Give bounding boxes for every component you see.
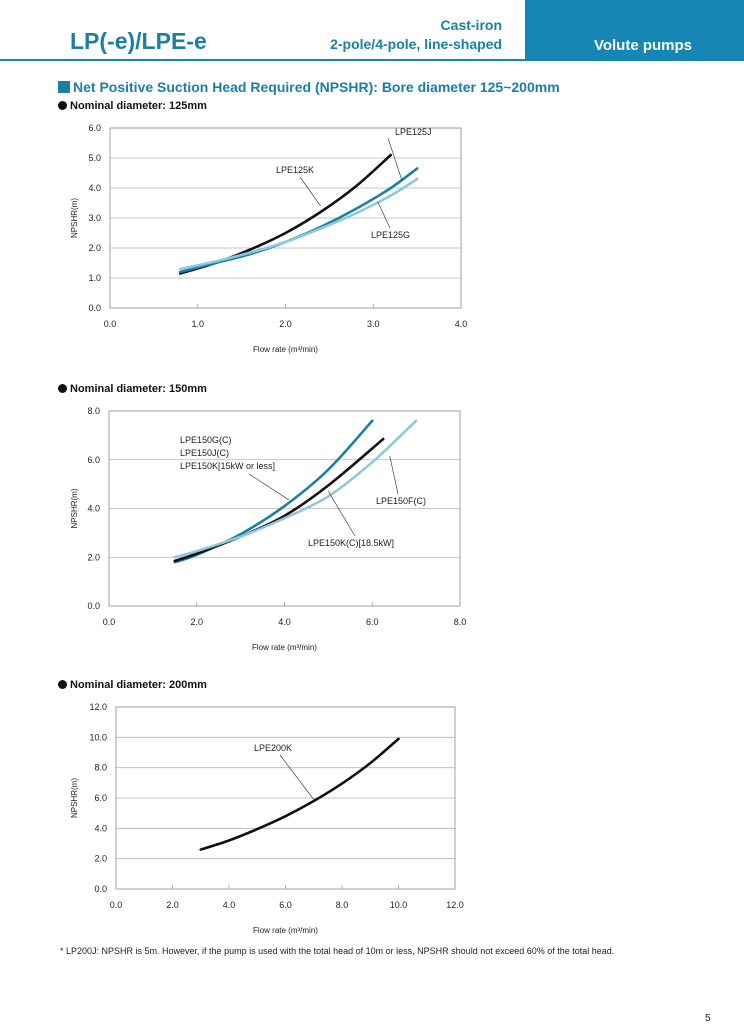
x-axis-label: Flow rate (m³/min) (252, 643, 317, 652)
series-line (178, 177, 419, 271)
curve-label: LPE150J(C) (180, 448, 229, 458)
leader-line (279, 754, 315, 800)
y-tick-label: 2.0 (87, 552, 100, 562)
curve-label: LPE125J (395, 127, 432, 137)
chart-heading-text: Nominal diameter: 150mm (70, 383, 207, 395)
npshr-chart-125: 0.0 1.0 2.0 3.0 4.0 5.0 6.0 0.0 1.0 2.0 3.0 4.0 Flow… (70, 123, 468, 354)
footnote: * LP200J: NPSHR is 5m. However, if the p… (60, 946, 615, 956)
curve-label: LPE200K (254, 743, 292, 753)
header-subtitle: Cast-iron 2-pole/4-pole, line-shaped (330, 16, 502, 54)
x-tick-label: 6.0 (366, 617, 379, 627)
y-tick-label: 0.0 (87, 601, 100, 611)
y-tick-label: 8.0 (94, 763, 107, 773)
series-line (178, 167, 419, 274)
leader-line (387, 137, 403, 182)
section-title: Net Positive Suction Head Required (NPSH… (58, 79, 560, 95)
header-subtitle-line2: 2-pole/4-pole, line-shaped (330, 36, 502, 52)
npshr-chart-150: 0.0 2.0 4.0 6.0 8.0 0.0 2.0 4.0 6.0 8.0 Flow rate … (70, 406, 467, 652)
curve-label: LPE150G(C) (180, 435, 232, 445)
y-tick-label: 2.0 (88, 243, 101, 253)
x-tick-label: 4.0 (455, 319, 468, 329)
leader-line (299, 176, 321, 207)
bullet-dot-icon (58, 680, 67, 689)
curve-label: LPE150F(C) (376, 496, 426, 506)
chart-heading-text: Nominal diameter: 200mm (70, 679, 207, 691)
leader-line (389, 456, 399, 495)
x-tick-label: 2.0 (190, 617, 203, 627)
chart-heading-text: Nominal diameter: 125mm (70, 100, 207, 112)
y-tick-label: 5.0 (88, 153, 101, 163)
y-tick-label: 2.0 (94, 854, 107, 864)
x-tick-label: 4.0 (223, 900, 236, 910)
y-tick-label: 1.0 (88, 273, 101, 283)
x-tick-label: 0.0 (103, 617, 116, 627)
y-tick-label: 8.0 (87, 406, 100, 416)
y-tick-label: 0.0 (88, 303, 101, 313)
x-tick-label: 12.0 (446, 900, 464, 910)
page-number: 5 (705, 1013, 711, 1024)
x-tick-label: 10.0 (390, 900, 408, 910)
bullet-dot-icon (58, 101, 67, 110)
y-axis-label: NPSHR(m) (70, 778, 79, 818)
npshr-chart-200: 0.0 2.0 4.0 6.0 8.0 10.0 12.0 0.0 2.0 4.0 6.0 8.0 10… (70, 702, 464, 935)
y-axis-label: NPSHR(m) (70, 198, 79, 238)
y-tick-label: 6.0 (87, 455, 100, 465)
x-tick-label: 8.0 (454, 617, 467, 627)
chart-heading-200: Nominal diameter: 200mm (58, 679, 207, 691)
curve-label: LPE125G (371, 230, 410, 240)
y-tick-label: 4.0 (87, 504, 100, 514)
header-subtitle-line1: Cast-iron (440, 17, 502, 33)
y-tick-label: 10.0 (89, 732, 107, 742)
x-tick-label: 0.0 (104, 319, 117, 329)
x-axis-label: Flow rate (m³/min) (253, 926, 318, 935)
y-tick-label: 3.0 (88, 213, 101, 223)
chart-heading-125: Nominal diameter: 125mm (58, 100, 207, 112)
x-tick-label: 8.0 (336, 900, 349, 910)
y-tick-label: 6.0 (88, 123, 101, 133)
series-line (173, 419, 418, 559)
header-rule (0, 59, 744, 61)
y-tick-label: 0.0 (94, 884, 107, 894)
curve-label: LPE150K[15kW or less] (180, 461, 275, 471)
x-tick-label: 6.0 (279, 900, 292, 910)
x-tick-label: 3.0 (367, 319, 380, 329)
curve-label: LPE125K (276, 165, 314, 175)
series-line (199, 737, 400, 851)
category-tab: Volute pumps (525, 0, 744, 60)
y-tick-label: 4.0 (88, 183, 101, 193)
curve-label: LPE150K(C)[18.5kW] (308, 538, 394, 548)
x-axis-label: Flow rate (m³/min) (253, 345, 318, 354)
y-tick-label: 12.0 (89, 702, 107, 712)
leader-line (328, 491, 356, 537)
section-title-text: Net Positive Suction Head Required (NPSH… (73, 79, 560, 95)
bullet-dot-icon (58, 384, 67, 393)
x-tick-label: 2.0 (279, 319, 292, 329)
x-tick-label: 0.0 (110, 900, 123, 910)
y-axis-label: NPSHR(m) (70, 488, 79, 528)
square-bullet-icon (58, 81, 70, 93)
y-tick-label: 4.0 (94, 823, 107, 833)
page-title: LP(-e)/LPE-e (70, 28, 207, 54)
x-tick-label: 1.0 (191, 319, 204, 329)
leader-line (377, 201, 391, 229)
y-tick-label: 6.0 (94, 793, 107, 803)
category-tab-label: Volute pumps (593, 37, 692, 54)
leader-line (248, 473, 290, 501)
x-tick-label: 2.0 (166, 900, 179, 910)
x-tick-label: 4.0 (278, 617, 291, 627)
chart-heading-150: Nominal diameter: 150mm (58, 383, 207, 395)
